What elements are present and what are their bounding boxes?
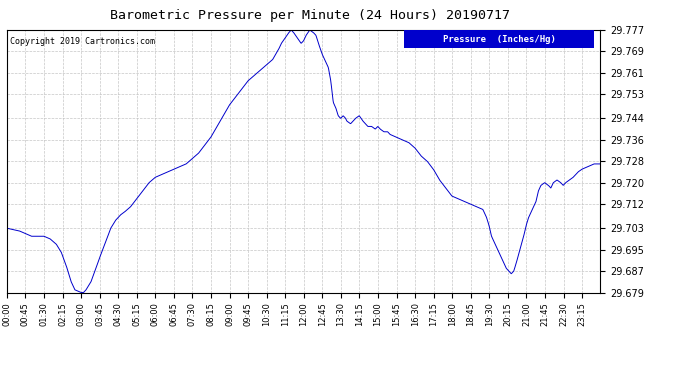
Text: Copyright 2019 Cartronics.com: Copyright 2019 Cartronics.com xyxy=(10,37,155,46)
Text: Barometric Pressure per Minute (24 Hours) 20190717: Barometric Pressure per Minute (24 Hours… xyxy=(110,9,511,22)
